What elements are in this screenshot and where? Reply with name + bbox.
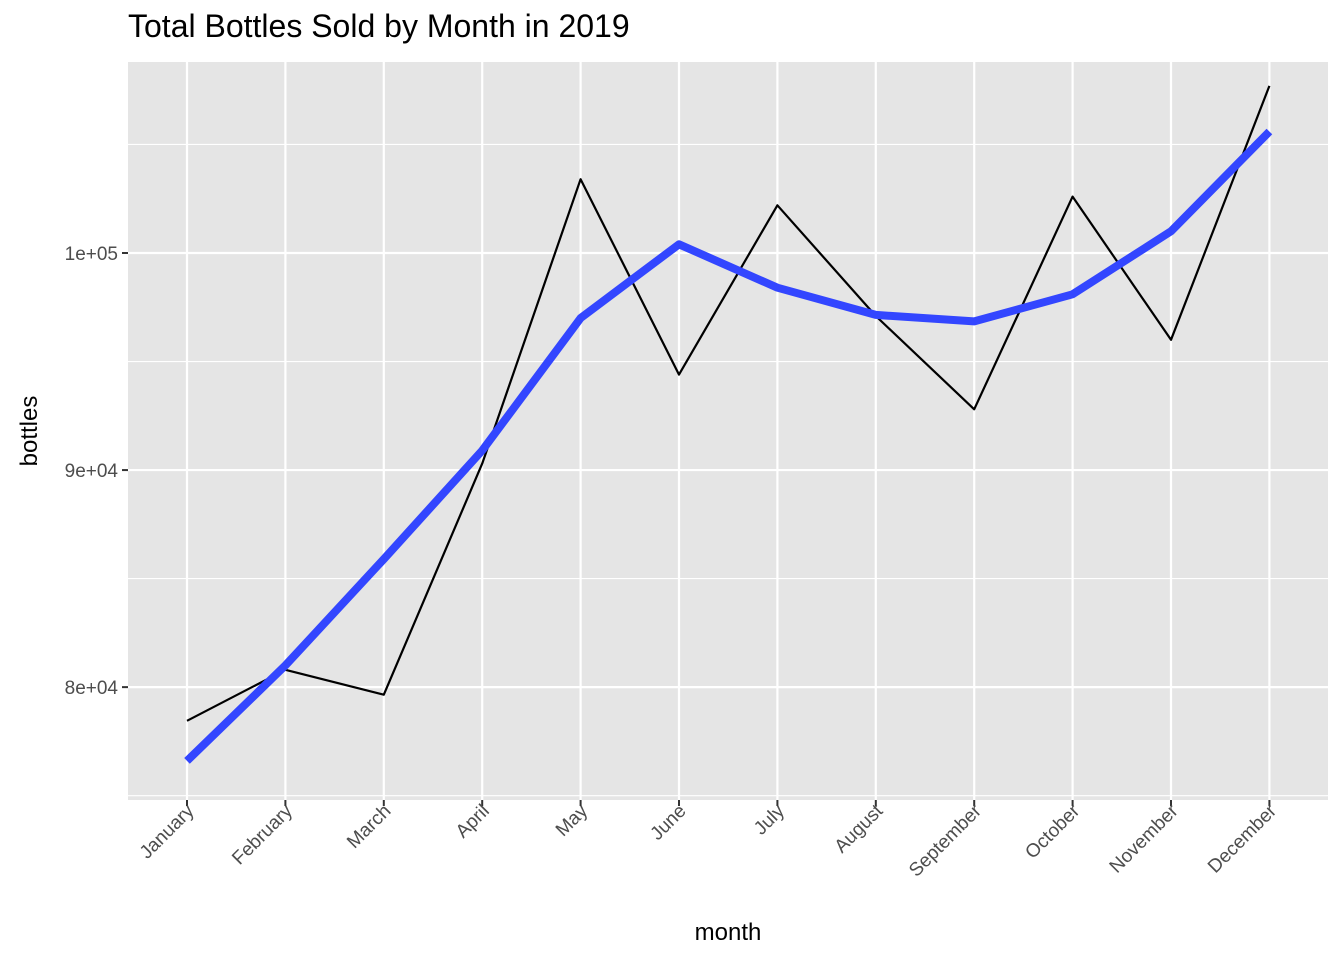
x-tick-label: May [552, 800, 593, 841]
x-tick-label: August [831, 800, 888, 857]
series-layer [184, 85, 1273, 764]
x-axis: January February March April May June July Augu… [136, 800, 1281, 881]
observed-series-line [186, 85, 1271, 722]
y-tick-label: 8e+04 [65, 678, 119, 699]
y-axis-title: bottles [16, 396, 43, 467]
x-tick-label: November [1106, 800, 1183, 877]
x-tick-label: December [1204, 800, 1281, 877]
smoothed-series-line [184, 128, 1273, 764]
major-gridlines [128, 62, 1328, 800]
chart-title: Total Bottles Sold by Month in 2019 [128, 8, 630, 44]
x-tick-label: March [343, 801, 395, 853]
x-tick-label: July [750, 800, 789, 839]
x-tick-label: October [1021, 800, 1084, 863]
x-tick-label: February [228, 800, 297, 869]
x-tick-label: January [136, 800, 199, 863]
x-tick-label: April [452, 801, 494, 843]
y-tick-label: 9e+04 [65, 461, 119, 482]
plot-panel [128, 62, 1328, 800]
x-axis-title: month [695, 919, 762, 946]
minor-gridlines [128, 143, 1328, 797]
x-tick-label: September [905, 800, 986, 881]
y-tick-label: 1e+05 [65, 244, 118, 265]
y-axis: 8e+04 9e+04 1e+05 [65, 244, 128, 699]
x-tick-label: June [647, 801, 691, 845]
